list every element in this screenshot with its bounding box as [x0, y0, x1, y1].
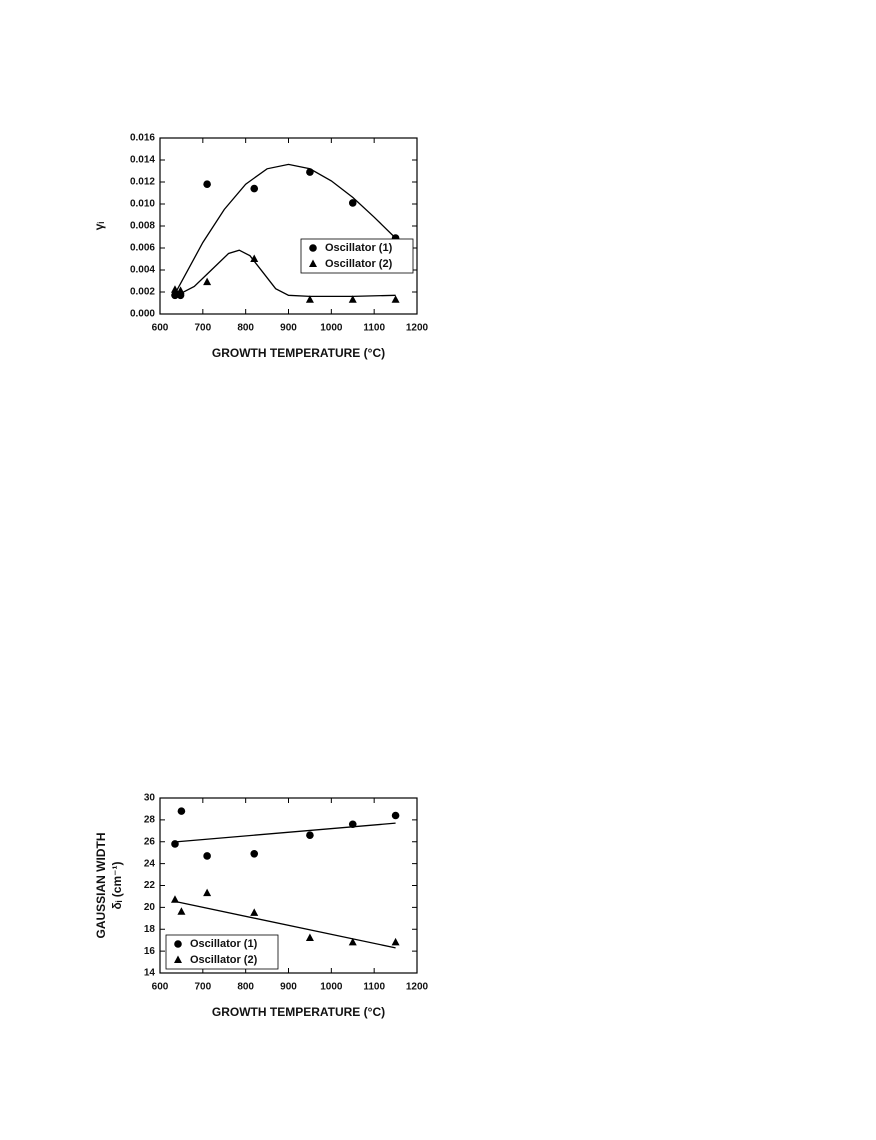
x-tick-label: 800 — [237, 982, 254, 993]
triangle-marker — [177, 907, 186, 915]
legend-label: Oscillator (2) — [325, 258, 393, 270]
triangle-marker — [176, 286, 185, 294]
y-tick-label: 0.014 — [130, 155, 155, 166]
circle-marker — [309, 244, 317, 252]
triangle-marker — [305, 295, 314, 303]
x-tick-label: 600 — [152, 323, 169, 334]
circle-marker — [348, 820, 357, 829]
triangle-marker — [170, 895, 179, 903]
x-tick-label: 1100 — [363, 982, 385, 993]
triangle-marker — [305, 933, 314, 941]
x-axis-title: GROWTH TEMPERATURE (°C) — [212, 346, 385, 360]
y-tick-label: 24 — [144, 858, 156, 869]
circle-marker — [391, 811, 400, 820]
legend-box — [165, 934, 279, 970]
legend-label: Oscillator (2) — [190, 954, 258, 966]
x-tick-label: 1200 — [406, 982, 429, 993]
x-tick-label: 1100 — [363, 323, 385, 334]
circle-marker — [306, 831, 314, 839]
circle-marker — [177, 807, 186, 815]
legend-label: Oscillator (1) — [190, 938, 258, 950]
y-axis-title: δᵢ (cm⁻¹) — [110, 862, 124, 910]
legend-label: Oscillator (1) — [325, 242, 393, 254]
fit-curve — [176, 249, 396, 298]
circle-marker — [174, 940, 182, 948]
circle-marker — [348, 199, 357, 207]
fit-curve — [177, 822, 396, 843]
triangle-marker — [348, 295, 357, 303]
x-tick-label: 600 — [152, 982, 169, 993]
y-tick-label: 30 — [144, 793, 156, 804]
y-tick-label: 0.006 — [130, 243, 155, 254]
x-axis-title: GROWTH TEMPERATURE (°C) — [212, 1005, 385, 1019]
y-tick-label: 20 — [144, 902, 156, 913]
circle-marker — [171, 840, 179, 848]
circle-marker — [250, 849, 259, 858]
triangle-marker — [348, 937, 357, 946]
y-tick-label: 0.000 — [130, 309, 155, 320]
triangle-marker — [174, 955, 182, 963]
y-tick-label: 0.012 — [130, 177, 155, 188]
y-tick-label: 0.008 — [130, 221, 155, 232]
triangle-marker — [391, 295, 400, 303]
y-tick-label: 0.002 — [130, 287, 155, 298]
y-tick-label: 28 — [144, 815, 156, 826]
y-tick-label: 0.016 — [130, 133, 155, 144]
legend-box — [300, 238, 414, 274]
y-tick-label: 26 — [144, 836, 156, 847]
triangle-marker — [250, 908, 259, 916]
triangle-marker — [309, 259, 317, 267]
y-tick-label: 0.010 — [130, 199, 155, 210]
x-tick-label: 700 — [194, 323, 211, 334]
x-tick-label: 1000 — [320, 982, 343, 993]
triangle-marker — [250, 254, 259, 262]
x-tick-label: 1200 — [406, 323, 429, 334]
y-tick-label: 16 — [144, 946, 156, 957]
triangle-marker — [170, 285, 179, 293]
fit-curve — [176, 163, 397, 291]
triangle-marker — [391, 937, 400, 946]
circle-marker — [250, 184, 259, 193]
x-tick-label: 900 — [280, 323, 297, 334]
circle-marker — [203, 180, 211, 188]
x-tick-label: 800 — [237, 323, 254, 334]
x-tick-label: 900 — [280, 982, 297, 993]
y-tick-label: 22 — [144, 880, 156, 891]
x-tick-label: 700 — [194, 982, 211, 993]
triangle-marker — [203, 888, 212, 897]
y-axis-title: γᵢ — [92, 222, 106, 231]
x-tick-label: 1000 — [320, 323, 343, 334]
y-tick-label: 0.004 — [130, 265, 155, 276]
y-axis-title: GAUSSIAN WIDTH — [94, 833, 108, 939]
y-tick-label: 18 — [144, 924, 156, 935]
fit-curve — [176, 901, 396, 949]
y-tick-label: 14 — [144, 968, 156, 979]
circle-marker — [203, 852, 211, 860]
triangle-marker — [203, 277, 212, 286]
circle-marker — [306, 168, 314, 176]
